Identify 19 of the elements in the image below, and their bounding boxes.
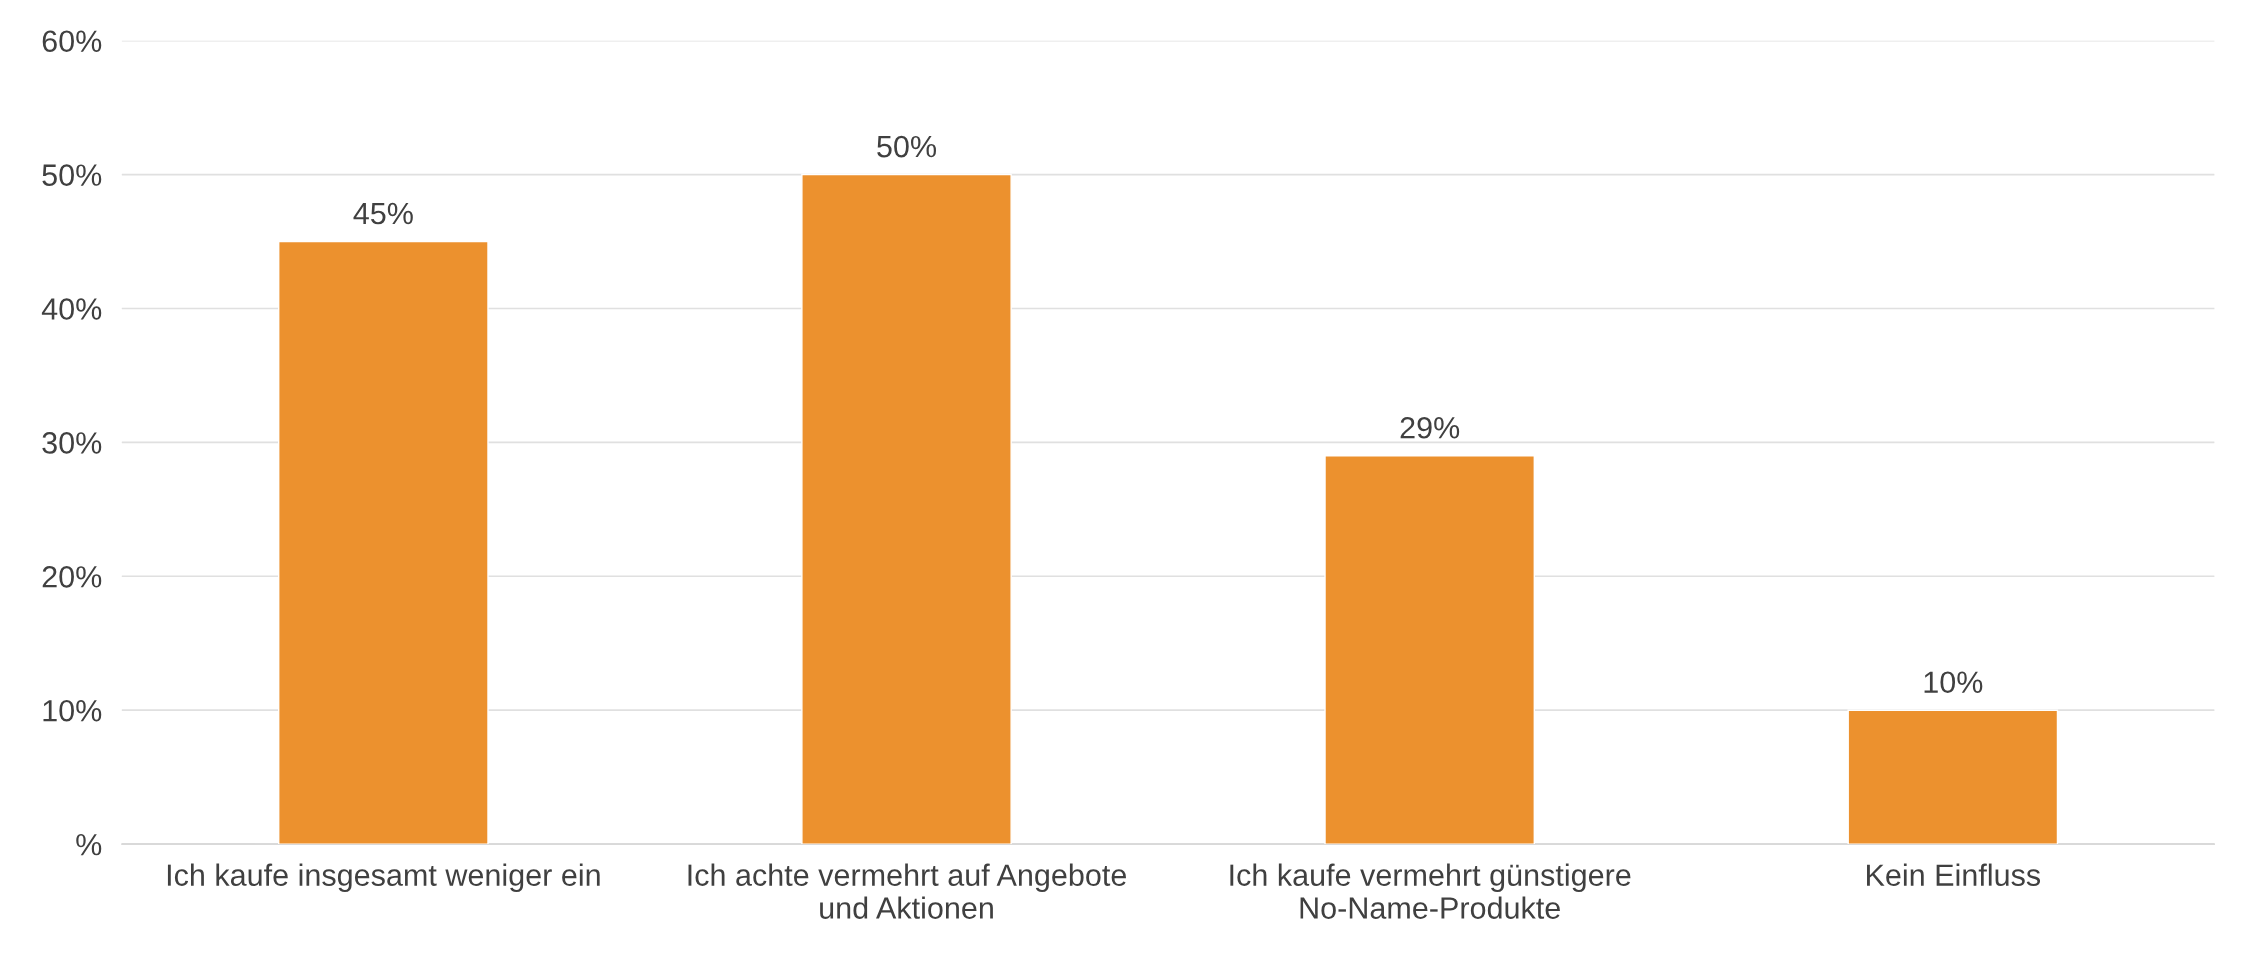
bar bbox=[278, 240, 489, 845]
y-tick-label: 10% bbox=[43, 699, 102, 722]
data-label: 29% bbox=[1400, 416, 1460, 439]
x-tick-label: Ich kaufe insgesamt weniger ein bbox=[167, 863, 600, 893]
y-tick-label: 20% bbox=[42, 566, 102, 588]
y-tick-label: 30% bbox=[42, 432, 102, 454]
data-label: 10% bbox=[1924, 671, 1983, 694]
data-label: 45% bbox=[353, 202, 413, 225]
bar bbox=[801, 173, 1012, 845]
x-tick-label: Kein Einfluss bbox=[1867, 863, 2041, 886]
data-label: 50% bbox=[877, 135, 936, 158]
bar bbox=[1847, 709, 2059, 845]
x-tick-label: Ich achte vermehrt auf Angebote und Aktionen bbox=[688, 863, 1126, 919]
bar bbox=[1324, 455, 1535, 845]
y-tick-label: % bbox=[76, 833, 102, 856]
y-tick-label: 40% bbox=[41, 298, 102, 320]
y-tick-label: 60% bbox=[42, 30, 102, 53]
x-tick-label: Ich kaufe vermehrt günstigere No-Name-Produkte bbox=[1230, 863, 1631, 919]
y-tick-label: 50% bbox=[42, 164, 102, 186]
